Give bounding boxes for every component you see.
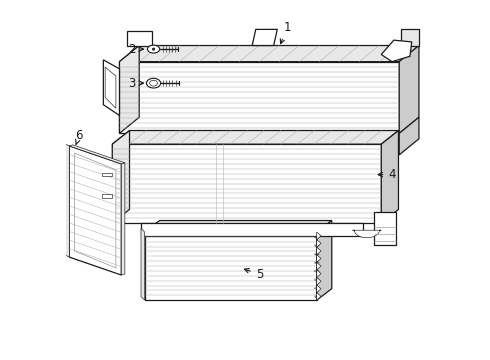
Polygon shape [120, 62, 399, 134]
Circle shape [152, 48, 155, 51]
Polygon shape [101, 173, 112, 176]
Polygon shape [399, 117, 419, 155]
Polygon shape [141, 223, 364, 235]
Polygon shape [317, 221, 332, 300]
Polygon shape [141, 228, 145, 300]
Polygon shape [122, 163, 125, 275]
Polygon shape [105, 67, 116, 108]
Polygon shape [401, 30, 419, 45]
Polygon shape [101, 194, 112, 198]
Polygon shape [69, 146, 122, 275]
Polygon shape [120, 45, 139, 134]
Polygon shape [145, 221, 332, 232]
Polygon shape [69, 145, 125, 164]
Polygon shape [120, 45, 419, 62]
Ellipse shape [147, 78, 161, 88]
Polygon shape [317, 232, 321, 300]
Polygon shape [103, 60, 120, 116]
Polygon shape [126, 31, 152, 45]
Text: 1: 1 [280, 21, 291, 44]
Polygon shape [252, 30, 277, 45]
Text: 3: 3 [128, 77, 136, 90]
Text: 6: 6 [75, 129, 83, 142]
Polygon shape [381, 40, 412, 62]
Polygon shape [353, 230, 381, 238]
Polygon shape [374, 212, 395, 244]
Polygon shape [145, 232, 317, 300]
Ellipse shape [149, 80, 157, 86]
Polygon shape [112, 131, 398, 144]
Polygon shape [381, 131, 398, 223]
Polygon shape [399, 45, 419, 134]
Ellipse shape [147, 45, 160, 53]
Polygon shape [112, 144, 381, 223]
Text: 4: 4 [378, 168, 396, 181]
Text: 2: 2 [128, 42, 136, 55]
Text: 5: 5 [245, 268, 263, 281]
Polygon shape [66, 144, 69, 257]
Polygon shape [112, 131, 129, 223]
Polygon shape [74, 153, 116, 268]
